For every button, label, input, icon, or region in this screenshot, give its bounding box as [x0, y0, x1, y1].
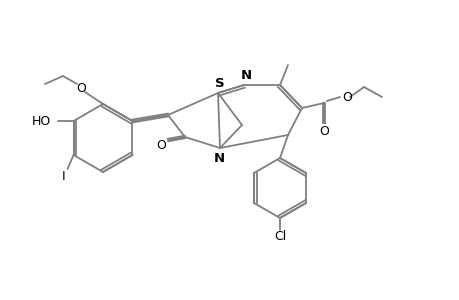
Text: N: N	[213, 152, 224, 164]
Text: HO: HO	[32, 115, 51, 128]
Text: O: O	[319, 124, 328, 137]
Text: O: O	[156, 139, 166, 152]
Text: O: O	[341, 91, 351, 103]
Text: N: N	[240, 68, 251, 82]
Text: O: O	[76, 82, 86, 94]
Text: I: I	[62, 170, 65, 184]
Text: Cl: Cl	[273, 230, 285, 242]
Text: S: S	[215, 76, 224, 89]
